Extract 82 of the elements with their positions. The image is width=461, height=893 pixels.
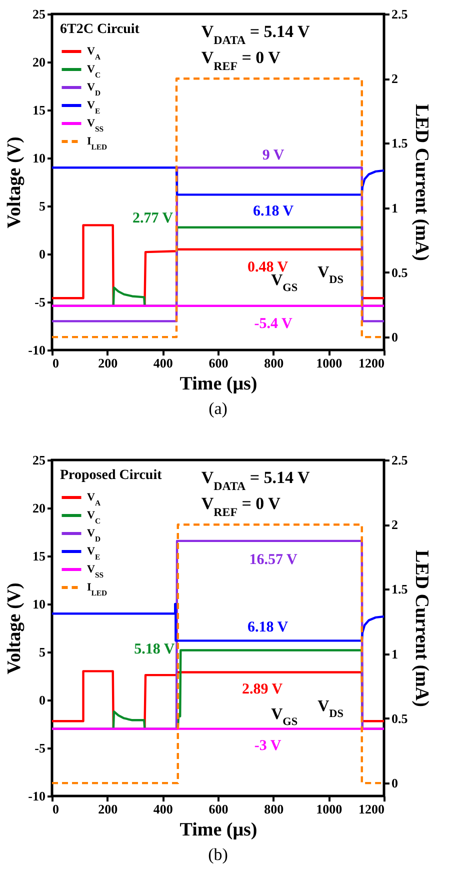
annotation: V$_{DS}$ [318, 264, 344, 286]
x-tick-label: 0 [52, 356, 59, 370]
y-tick-label: 10 [32, 596, 46, 612]
y2-tick-label: 1 [392, 646, 398, 662]
legend-label: I$_{LED}$ [87, 136, 108, 151]
y-tick-label: 5 [39, 198, 46, 214]
text: (a) [208, 399, 228, 418]
legend-label: I$_{LED}$ [87, 582, 108, 597]
y-tick-label: 0 [39, 246, 46, 262]
legend-label: V$_{A}$ [87, 46, 101, 61]
y-tick-label: 25 [32, 6, 46, 22]
y-axis-title: Voltage (V) [4, 582, 26, 674]
y2-tick-label: 0 [392, 330, 398, 345]
annotation: -3 V [254, 738, 282, 754]
y2-tick-label: 2.5 [392, 452, 408, 468]
y-tick-label: 0 [39, 692, 46, 708]
annotation: 2.89 V [242, 681, 283, 698]
y-tick-label: 20 [32, 54, 46, 70]
legend-label: V$_{C}$ [87, 64, 101, 79]
annotation: V$_{DATA}$ = 5.14 V [201, 468, 310, 493]
annotation: 16.57 V [249, 552, 298, 568]
x-tick-label: 800 [264, 356, 284, 370]
x-tick-label: 400 [153, 356, 173, 370]
x-tick-label: 1200 [358, 802, 384, 816]
y2-axis-title: LED Current (mA) [410, 104, 432, 261]
legend-label: V$_{A}$ [87, 492, 101, 507]
y2-tick-label: 2.5 [392, 6, 408, 22]
y-tick-label: -10 [28, 342, 46, 358]
legend-label: V$_{E}$ [87, 546, 100, 561]
legend-label: V$_{C}$ [87, 510, 101, 525]
annotation: V$_{REF}$ = 0 V [201, 494, 282, 519]
x-tick-label: 800 [264, 802, 284, 816]
y-tick-label: -5 [34, 740, 46, 756]
legend-label: V$_{E}$ [87, 100, 100, 115]
annotation: 5.18 V [134, 641, 175, 658]
y-tick-label: 25 [32, 452, 46, 468]
x-tick-label: 400 [153, 802, 173, 816]
x-tick-label: 600 [208, 356, 228, 370]
legend-label: V$_{D}$ [87, 528, 101, 543]
x-tick-label: 1200 [358, 356, 384, 370]
text: (b) [208, 845, 228, 864]
annotation: -5.4 V [254, 316, 293, 332]
legend-label: V$_{SS}$ [87, 118, 104, 133]
y-tick-label: -5 [34, 294, 46, 310]
x-axis-title: Time (μs) [180, 374, 258, 394]
y2-tick-label: 0.5 [392, 264, 408, 280]
x-tick-label: 0 [52, 802, 59, 816]
x-tick-label: 1000 [316, 356, 342, 370]
x-axis-title: Time (μs) [180, 820, 258, 840]
legend-title: 6T2C Circuit [60, 22, 140, 37]
y2-tick-label: 0 [392, 776, 398, 791]
y-tick-label: 15 [32, 548, 46, 564]
x-tick-label: 600 [208, 802, 228, 816]
y2-axis-title: LED Current (mA) [410, 550, 432, 707]
annotation: 6.18 V [253, 204, 294, 220]
legend-label: V$_{D}$ [87, 82, 101, 97]
y-tick-label: 5 [39, 644, 46, 660]
annotation: 6.18 V [248, 620, 288, 636]
x-tick-label: 200 [98, 356, 118, 370]
annotation: 9 V [262, 148, 284, 164]
x-tick-label: 200 [98, 802, 118, 816]
annotation: 2.77 V [132, 210, 174, 226]
annotation: V$_{REF}$ = 0 V [201, 48, 282, 73]
y2-tick-label: 0.5 [392, 710, 408, 726]
annotation: V$_{DS}$ [318, 698, 344, 720]
legend-title: Proposed Circuit [60, 468, 162, 483]
y-tick-label: 10 [32, 150, 46, 166]
legend-label: V$_{SS}$ [87, 564, 104, 579]
y-axis-title: Voltage (V) [4, 136, 26, 228]
y2-tick-label: 1.5 [392, 136, 408, 151]
y-tick-label: 15 [32, 102, 46, 118]
y2-tick-label: 2 [392, 517, 398, 532]
y2-tick-label: 2 [392, 71, 398, 86]
y-tick-label: -10 [28, 788, 46, 804]
x-tick-label: 1000 [316, 802, 342, 816]
annotation: V$_{GS}$ [271, 706, 298, 728]
y2-tick-label: 1 [392, 200, 398, 216]
annotation: V$_{DATA}$ = 5.14 V [201, 22, 310, 47]
y-tick-label: 20 [32, 500, 46, 516]
line-series [52, 166, 384, 196]
line-series [52, 602, 384, 642]
y2-tick-label: 1.5 [392, 582, 408, 597]
